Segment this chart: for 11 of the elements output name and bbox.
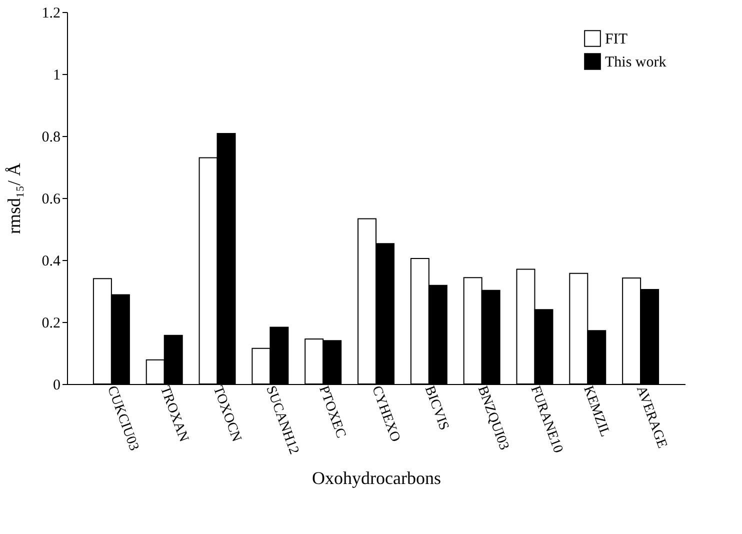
legend-label: This work: [605, 54, 667, 70]
y-tick-label: 0.8: [42, 130, 60, 146]
y-tick-label: 0.4: [42, 254, 61, 270]
y-tick-label: 1.2: [42, 6, 60, 22]
y-tick-label: 1: [53, 68, 60, 84]
y-tick-label: 0.6: [42, 192, 61, 208]
y-tick-label: 0.2: [42, 316, 60, 332]
y-axis-title: rmsd₁₅/ Å: [4, 162, 24, 234]
y-tick-label: 0: [53, 378, 60, 394]
legend-label: FIT: [605, 32, 628, 48]
x-axis-title: Oxohydrocarbons: [312, 468, 441, 488]
